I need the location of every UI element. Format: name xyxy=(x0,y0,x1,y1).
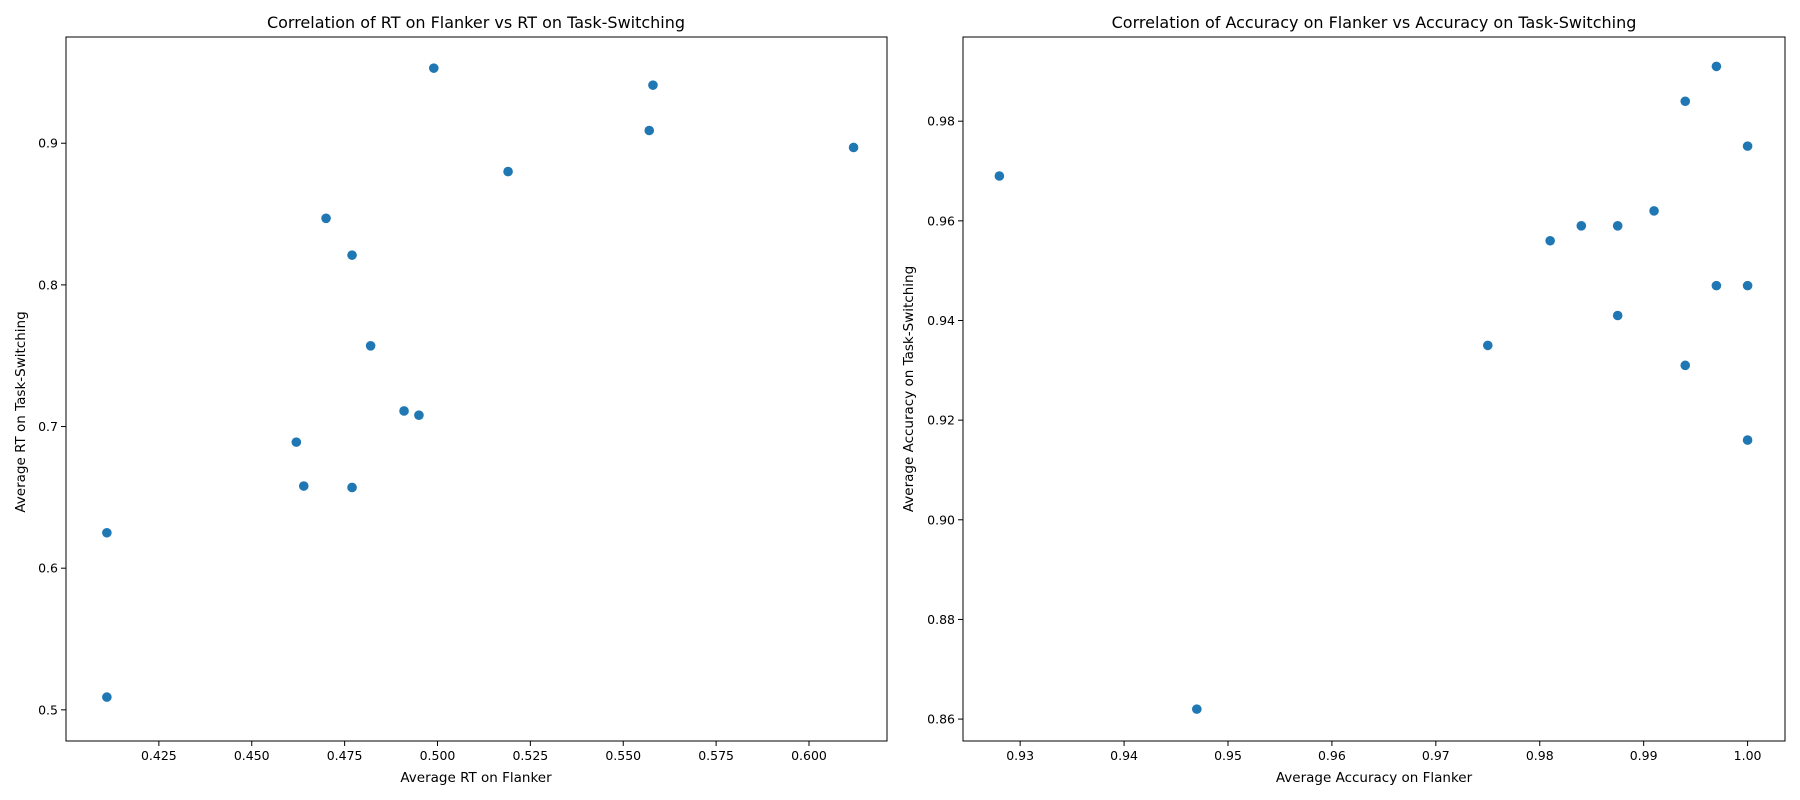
chart-rt-xtick-label: 0.500 xyxy=(420,748,456,763)
chart-accuracy-point xyxy=(1742,435,1753,445)
chart-accuracy-point xyxy=(1192,704,1202,714)
chart-accuracy-ytick-label: 0.92 xyxy=(927,413,955,428)
chart-accuracy-point xyxy=(1711,280,1722,291)
chart-accuracy-points xyxy=(994,61,1753,714)
chart-accuracy-ytick-label: 0.96 xyxy=(927,213,955,228)
chart-rt-point xyxy=(102,527,112,538)
chart-rt-points xyxy=(102,63,859,702)
chart-accuracy-point xyxy=(1649,206,1659,216)
chart-rt-xtick-label: 0.550 xyxy=(605,748,641,763)
chart-rt-title: Correlation of RT on Flanker vs RT on Ta… xyxy=(267,13,685,32)
chart-rt-ytick-label: 0.9 xyxy=(38,136,58,151)
chart-accuracy-xtick-label: 1.00 xyxy=(1734,748,1762,763)
chart-rt-point xyxy=(347,482,357,493)
chart-accuracy-y-axis: 0.86 0.88 0.90 0.92 0.94 0.96 0.98 xyxy=(927,114,963,727)
chart-accuracy-xtick-label: 0.97 xyxy=(1422,748,1450,763)
chart-accuracy-point xyxy=(1680,96,1691,107)
chart-accuracy-point xyxy=(1711,61,1722,72)
chart-rt-point xyxy=(102,692,112,702)
chart-rt-xtick-label: 0.425 xyxy=(141,748,177,763)
chart-rt-point xyxy=(347,250,357,260)
chart-rt-point xyxy=(428,63,439,73)
chart-rt-ylabel: Average RT on Task-Switching xyxy=(13,311,29,512)
chart-accuracy-ytick-label: 0.86 xyxy=(927,712,955,727)
chart-rt-point xyxy=(848,142,859,153)
chart-accuracy-ytick-label: 0.98 xyxy=(927,114,955,129)
chart-accuracy: Correlation of Accuracy on Flanker vs Ac… xyxy=(901,13,1786,786)
chart-rt-ytick-label: 0.6 xyxy=(38,561,58,576)
chart-accuracy-point xyxy=(1482,340,1493,351)
chart-rt-xtick-label: 0.525 xyxy=(512,748,548,763)
chart-rt-ytick-label: 0.5 xyxy=(38,702,58,717)
chart-accuracy-point xyxy=(1612,221,1623,231)
chart-rt-point xyxy=(503,166,513,177)
chart-rt-x-axis: 0.425 0.450 0.475 0.500 0.525 0.550 0.575 0.600 xyxy=(141,741,827,763)
chart-accuracy-ylabel: Average Accuracy on Task-Switching xyxy=(901,266,917,512)
chart-accuracy-ytick-label: 0.94 xyxy=(927,313,955,328)
chart-accuracy-xtick-label: 0.98 xyxy=(1526,748,1554,763)
chart-rt-plot-area xyxy=(65,36,888,742)
chart-rt-point xyxy=(648,80,658,90)
chart-rt-point xyxy=(291,437,302,447)
chart-rt-point xyxy=(414,410,424,421)
chart-rt-ytick-label: 0.8 xyxy=(38,277,58,292)
chart-rt-point xyxy=(644,125,655,136)
chart-accuracy-x-axis: 0.93 0.94 0.95 0.96 0.97 0.98 0.99 1.00 xyxy=(1006,741,1762,763)
chart-accuracy-xlabel: Average Accuracy on Flanker xyxy=(1276,770,1473,786)
chart-rt-point xyxy=(399,406,409,416)
chart-rt-point xyxy=(365,340,376,351)
chart-accuracy-title: Correlation of Accuracy on Flanker vs Ac… xyxy=(1112,13,1637,32)
chart-accuracy-ytick-label: 0.90 xyxy=(927,512,955,527)
chart-rt-xtick-label: 0.575 xyxy=(698,748,734,763)
chart-rt-xtick-label: 0.600 xyxy=(791,748,827,763)
chart-accuracy-point xyxy=(1680,360,1691,371)
chart-rt-xtick-label: 0.450 xyxy=(234,748,270,763)
chart-rt-point xyxy=(298,481,309,491)
chart-rt-ytick-label: 0.7 xyxy=(38,419,58,434)
chart-accuracy-xtick-label: 0.95 xyxy=(1214,748,1242,763)
chart-rt: Correlation of RT on Flanker vs RT on Ta… xyxy=(13,13,888,786)
chart-rt-y-axis: 0.5 0.6 0.7 0.8 0.9 xyxy=(38,136,66,717)
chart-accuracy-point xyxy=(1742,141,1753,151)
chart-accuracy-xtick-label: 0.94 xyxy=(1110,748,1138,763)
chart-accuracy-point xyxy=(1742,280,1753,291)
chart-accuracy-xtick-label: 0.99 xyxy=(1630,748,1658,763)
chart-rt-xlabel: Average RT on Flanker xyxy=(400,770,552,786)
chart-accuracy-point xyxy=(1576,221,1587,231)
chart-accuracy-point xyxy=(1612,310,1623,321)
chart-accuracy-point xyxy=(1545,235,1555,246)
chart-accuracy-point xyxy=(994,171,1005,181)
chart-rt-xtick-label: 0.475 xyxy=(327,748,363,763)
chart-accuracy-plot-area xyxy=(962,36,1786,742)
chart-rt-point xyxy=(321,213,331,224)
chart-accuracy-xtick-label: 0.96 xyxy=(1318,748,1346,763)
chart-accuracy-ytick-label: 0.88 xyxy=(927,612,955,627)
chart-accuracy-xtick-label: 0.93 xyxy=(1006,748,1034,763)
